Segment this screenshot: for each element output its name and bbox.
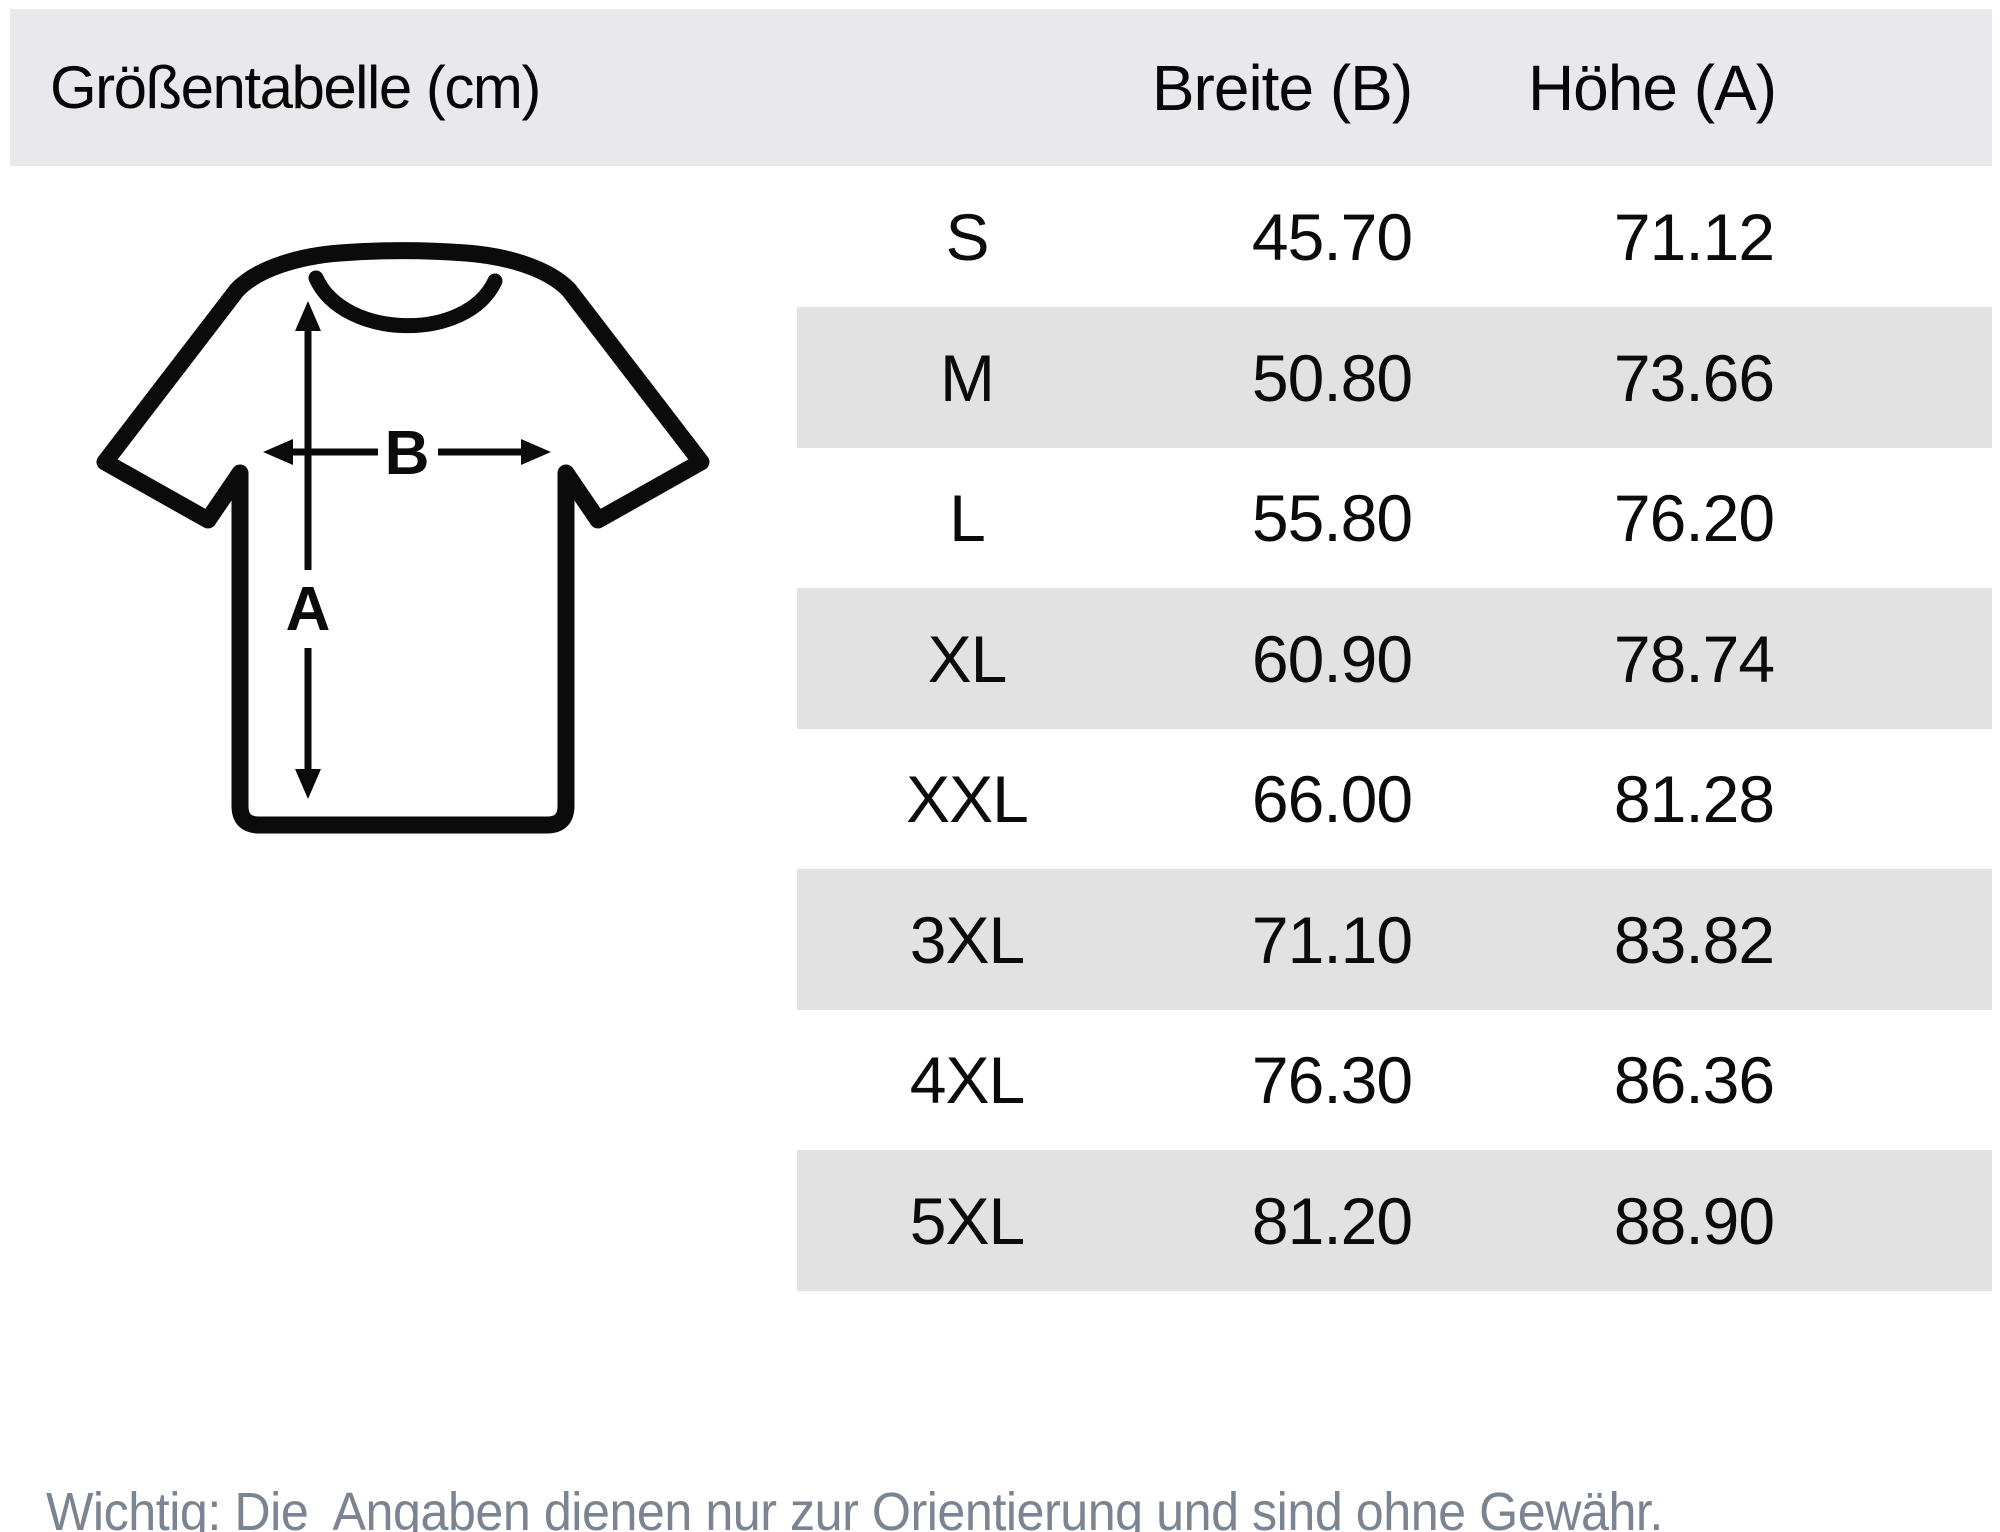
size-cell: XXL bbox=[906, 761, 1029, 836]
arrowhead-up-icon bbox=[295, 301, 321, 331]
table-header: Größentabelle (cm) Breite (B) Höhe (A) bbox=[10, 9, 1992, 166]
size-cell: 4XL bbox=[909, 1042, 1025, 1117]
tshirt-outline-icon bbox=[96, 242, 710, 834]
disclaimer-line1: Wichtig: Die Angaben dienen nur zur Orie… bbox=[46, 1482, 1663, 1532]
width-cell: 81.20 bbox=[1251, 1183, 1413, 1258]
arrowhead-left-icon bbox=[263, 439, 293, 465]
table-row-3xl: 3XL 71.10 83.82 bbox=[797, 869, 1992, 1010]
size-cell: 3XL bbox=[909, 902, 1025, 977]
width-cell: 45.70 bbox=[1251, 199, 1413, 274]
width-cell: 55.80 bbox=[1251, 480, 1413, 555]
height-cell: 83.82 bbox=[1613, 902, 1775, 977]
column-header-width: Breite (B) bbox=[1151, 51, 1413, 124]
table-row-4xl: 4XL 76.30 86.36 bbox=[797, 1009, 1992, 1150]
height-cell: 71.12 bbox=[1613, 199, 1775, 274]
table-row-l: L 55.80 76.20 bbox=[797, 447, 1992, 588]
table-row-m: M 50.80 73.66 bbox=[797, 307, 1992, 448]
height-cell: 76.20 bbox=[1613, 480, 1775, 555]
table-row-s: S 45.70 71.12 bbox=[797, 166, 1992, 307]
table-row-5xl: 5XL 81.20 88.90 bbox=[797, 1150, 1992, 1291]
size-cell: 5XL bbox=[909, 1183, 1025, 1258]
table-row-xl: XL 60.90 78.74 bbox=[797, 588, 1992, 729]
size-cell: XL bbox=[927, 621, 1008, 696]
width-cell: 50.80 bbox=[1251, 340, 1413, 415]
arrowhead-down-icon bbox=[295, 769, 321, 799]
height-cell: 86.36 bbox=[1613, 1042, 1775, 1117]
height-cell: 88.90 bbox=[1613, 1183, 1775, 1258]
page-title: Größentabelle (cm) bbox=[50, 54, 541, 121]
column-header-height: Höhe (A) bbox=[1527, 51, 1777, 124]
size-cell: S bbox=[945, 199, 989, 274]
table-row-xxl: XXL 66.00 81.28 bbox=[797, 728, 1992, 869]
height-cell: 78.74 bbox=[1613, 621, 1775, 696]
tshirt-diagram: A B bbox=[96, 242, 710, 834]
width-label: B bbox=[385, 419, 430, 488]
arrowhead-right-icon bbox=[521, 439, 551, 465]
width-cell: 60.90 bbox=[1251, 621, 1413, 696]
disclaimer: Wichtig: Die Angaben dienen nur zur Orie… bbox=[46, 1330, 1663, 1532]
size-cell: M bbox=[940, 340, 995, 415]
height-label: A bbox=[286, 575, 331, 644]
collar-icon bbox=[308, 270, 503, 334]
height-cell: 81.28 bbox=[1613, 761, 1775, 836]
width-cell: 66.00 bbox=[1251, 761, 1413, 836]
size-cell: L bbox=[949, 480, 986, 555]
width-cell: 76.30 bbox=[1251, 1042, 1413, 1117]
height-cell: 73.66 bbox=[1613, 340, 1775, 415]
width-cell: 71.10 bbox=[1251, 902, 1413, 977]
